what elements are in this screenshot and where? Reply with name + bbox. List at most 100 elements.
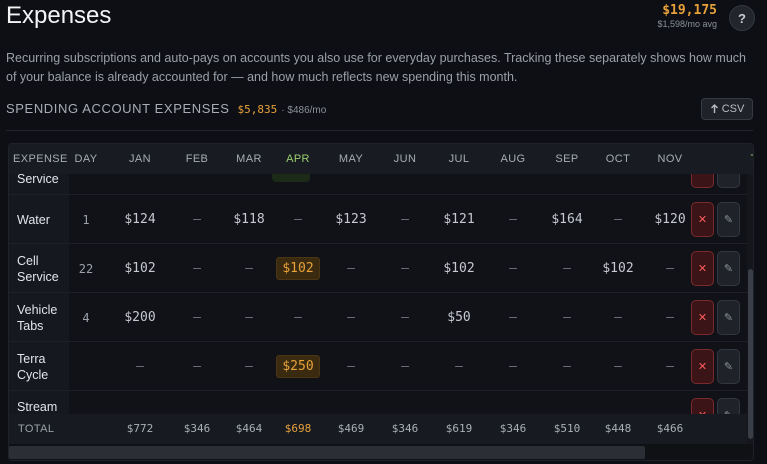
- month-cell[interactable]: $102: [275, 244, 321, 293]
- month-cell[interactable]: —: [294, 310, 302, 325]
- table-row: Stream ✕ ✎: [9, 390, 753, 414]
- horizontal-scrollbar[interactable]: [9, 444, 753, 460]
- vertical-scrollbar[interactable]: [747, 174, 753, 444]
- totals-label: TOTAL: [18, 423, 55, 435]
- edit-button[interactable]: ✎: [717, 174, 740, 188]
- month-cell[interactable]: —: [401, 310, 409, 325]
- edit-button[interactable]: ✎: [717, 251, 740, 286]
- delete-button[interactable]: ✕: [691, 349, 714, 384]
- upload-arrow-icon: [710, 104, 718, 113]
- month-cell[interactable]: —: [563, 359, 571, 374]
- column-header[interactable]: AUG: [500, 153, 526, 165]
- table-row: Service ✕ ✎: [9, 174, 753, 195]
- month-total: $466: [656, 422, 684, 435]
- delete-button[interactable]: ✕: [691, 202, 714, 237]
- month-cell[interactable]: —: [666, 359, 674, 374]
- table-row: Cell Service 22 $102 — — $102 — — $102 — — $102 — ✕ ✎: [9, 243, 753, 293]
- expense-name: Service: [9, 174, 69, 195]
- close-icon: ✕: [697, 263, 708, 275]
- month-cell[interactable]: —: [509, 359, 517, 374]
- month-cell[interactable]: —: [614, 212, 622, 227]
- close-icon: ✕: [697, 214, 708, 226]
- column-header[interactable]: DAY: [74, 153, 98, 165]
- month-cell[interactable]: —: [563, 310, 571, 325]
- month-cell[interactable]: —: [136, 359, 144, 374]
- edit-button[interactable]: ✎: [717, 349, 740, 384]
- month-cell[interactable]: $250: [275, 342, 321, 391]
- month-cell[interactable]: —: [347, 310, 355, 325]
- month-cell[interactable]: $102: [602, 261, 634, 276]
- column-header[interactable]: JAN: [129, 153, 151, 165]
- csv-export-button[interactable]: CSV: [701, 98, 753, 120]
- delete-button[interactable]: ✕: [691, 251, 714, 286]
- delete-button[interactable]: ✕: [691, 398, 714, 414]
- month-cell[interactable]: $118: [233, 212, 265, 227]
- help-button[interactable]: ?: [729, 5, 755, 31]
- month-cell[interactable]: —: [509, 261, 517, 276]
- column-header[interactable]: OCT: [605, 153, 631, 165]
- month-cell[interactable]: —: [614, 359, 622, 374]
- month-total: $346: [499, 422, 527, 435]
- expense-name: Water: [9, 195, 69, 244]
- month-cell[interactable]: $164: [551, 212, 583, 227]
- month-cell[interactable]: —: [245, 310, 253, 325]
- month-cell[interactable]: —: [563, 261, 571, 276]
- column-header[interactable]: MAR: [236, 153, 262, 165]
- table-header: EXPENSE DAY JAN FEB MAR APR MAY JUN JUL AUG SEP OCT…: [9, 144, 753, 174]
- month-total: $510: [553, 422, 581, 435]
- column-header[interactable]: FEB: [185, 153, 209, 165]
- month-cell[interactable]: —: [614, 310, 622, 325]
- month-total: $346: [183, 422, 211, 435]
- month-cell[interactable]: $121: [443, 212, 475, 227]
- pencil-icon: ✎: [724, 409, 733, 414]
- expense-day: 22: [78, 261, 94, 276]
- month-cell[interactable]: $120: [654, 212, 686, 227]
- month-cell[interactable]: $102: [443, 261, 475, 276]
- edit-button[interactable]: ✎: [717, 398, 740, 414]
- month-cell[interactable]: —: [509, 310, 517, 325]
- column-header[interactable]: APR: [286, 153, 310, 165]
- month-cell[interactable]: —: [509, 212, 517, 227]
- column-header[interactable]: JUN: [393, 153, 417, 165]
- month-cell[interactable]: $123: [335, 212, 367, 227]
- close-icon: ✕: [697, 312, 708, 324]
- delete-button[interactable]: ✕: [691, 300, 714, 335]
- expense-name: Vehicle Tabs: [9, 293, 69, 342]
- expense-day: 4: [82, 310, 90, 325]
- month-cell[interactable]: —: [193, 359, 201, 374]
- horizontal-scroll-thumb[interactable]: [9, 446, 645, 459]
- month-cell[interactable]: —: [401, 261, 409, 276]
- month-total: $448: [604, 422, 632, 435]
- month-cell[interactable]: —: [401, 212, 409, 227]
- month-cell[interactable]: —: [347, 261, 355, 276]
- pencil-icon: ✎: [723, 214, 734, 226]
- month-cell[interactable]: —: [245, 359, 253, 374]
- delete-button[interactable]: ✕: [691, 174, 714, 188]
- column-header[interactable]: T: [747, 144, 753, 174]
- month-cell[interactable]: —: [666, 261, 674, 276]
- column-header[interactable]: SEP: [555, 153, 579, 165]
- month-cell[interactable]: —: [347, 359, 355, 374]
- table-row: Terra Cycle — — — $250 — — — — — — — ✕ ✎: [9, 341, 753, 391]
- csv-label: CSV: [721, 103, 745, 115]
- column-header[interactable]: JUL: [448, 153, 470, 165]
- month-cell[interactable]: $102: [124, 261, 156, 276]
- month-cell[interactable]: —: [193, 310, 201, 325]
- edit-button[interactable]: ✎: [717, 300, 740, 335]
- month-cell[interactable]: —: [294, 212, 302, 227]
- edit-button[interactable]: ✎: [717, 202, 740, 237]
- month-cell[interactable]: $124: [124, 212, 156, 227]
- month-total: $469: [337, 422, 365, 435]
- month-cell[interactable]: —: [245, 261, 253, 276]
- column-header[interactable]: EXPENSE: [13, 153, 68, 165]
- column-header[interactable]: NOV: [657, 153, 683, 165]
- month-cell[interactable]: —: [455, 359, 463, 374]
- month-cell[interactable]: —: [193, 212, 201, 227]
- month-cell[interactable]: $200: [124, 310, 156, 325]
- vertical-scroll-thumb[interactable]: [748, 269, 753, 439]
- month-cell[interactable]: —: [401, 359, 409, 374]
- column-header[interactable]: MAY: [338, 153, 364, 165]
- month-cell[interactable]: $50: [447, 310, 471, 325]
- month-cell[interactable]: —: [193, 261, 201, 276]
- month-cell[interactable]: —: [666, 310, 674, 325]
